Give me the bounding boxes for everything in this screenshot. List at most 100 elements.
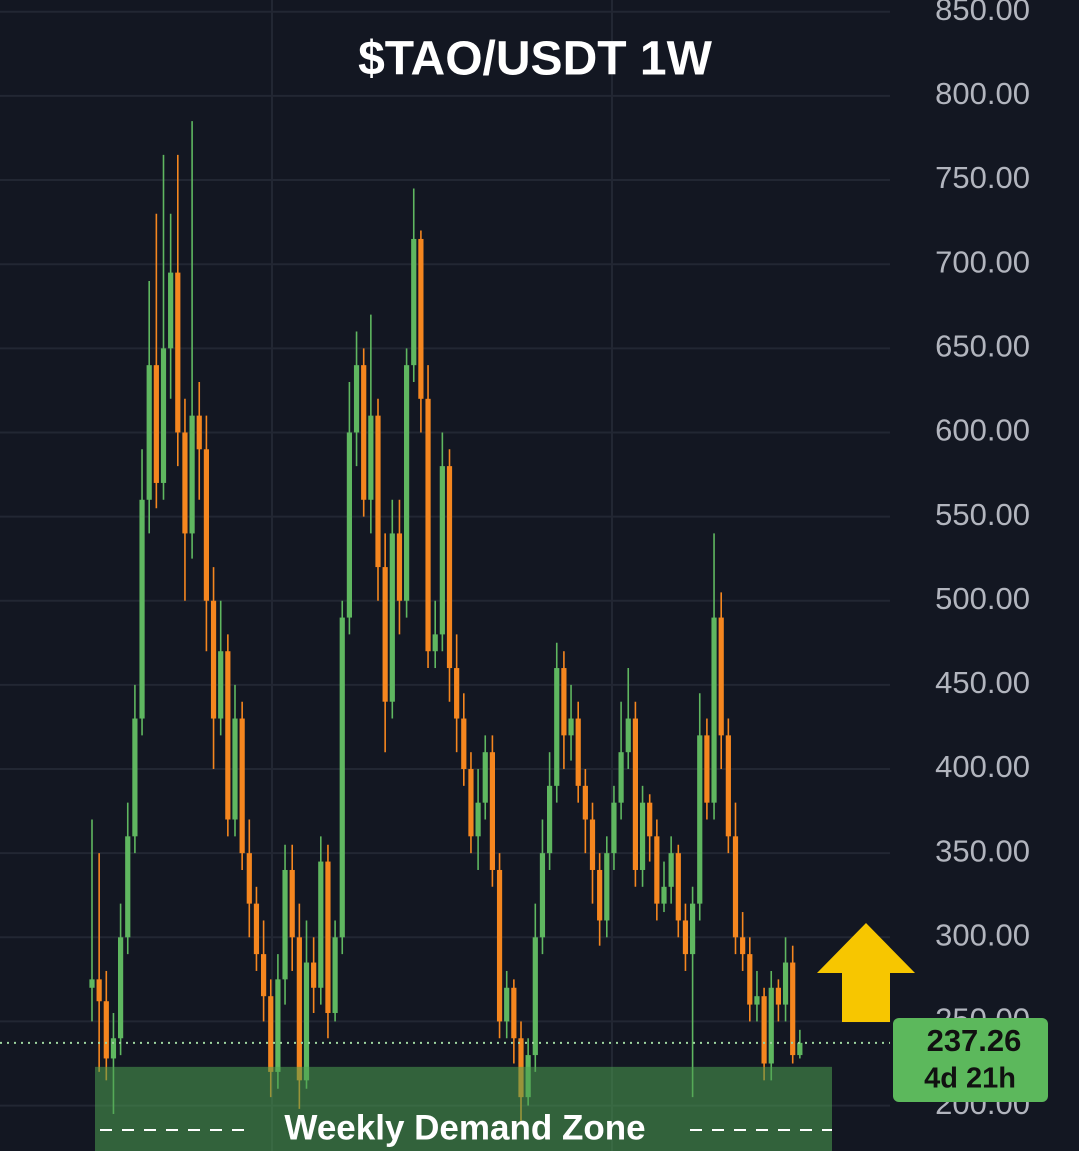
- candle-body: [718, 617, 724, 736]
- candle-body: [740, 937, 746, 955]
- candle-body: [396, 533, 403, 601]
- candle-body: [404, 365, 410, 601]
- candle-body: [661, 886, 667, 904]
- y-tick-label: 800.00: [935, 76, 1030, 111]
- candle-body: [611, 802, 617, 854]
- candle-body: [332, 937, 338, 1014]
- candle-body: [439, 466, 445, 635]
- candle-body: [153, 365, 159, 483]
- candle-body: [118, 937, 124, 1039]
- candle-body: [239, 718, 245, 854]
- candle-body: [318, 861, 324, 988]
- countdown-label: 4d 21h: [924, 1063, 1016, 1095]
- candle-body: [96, 979, 102, 1002]
- candle-body: [582, 785, 588, 820]
- candle-body: [625, 718, 631, 753]
- candle-body: [589, 819, 596, 870]
- candle-body: [775, 987, 781, 1005]
- candle-body: [146, 365, 152, 500]
- candle-body: [790, 962, 796, 1056]
- candle-body: [511, 987, 517, 1039]
- y-tick-label: 350.00: [935, 833, 1030, 868]
- candle-body: [561, 668, 567, 736]
- candle-body: [489, 752, 495, 870]
- price-label: 237.26: [927, 1023, 1022, 1058]
- candle-body: [768, 987, 774, 1064]
- y-tick-label: 400.00: [935, 749, 1030, 784]
- candle-body: [132, 718, 138, 837]
- candle-body: [411, 238, 417, 366]
- candle-body: [246, 853, 252, 904]
- candle-body: [747, 954, 753, 1005]
- demand-zone: [95, 1066, 832, 1151]
- candle-body: [539, 853, 546, 938]
- candle-body: [382, 567, 388, 702]
- candle-body: [704, 735, 710, 803]
- candle-body: [110, 1038, 117, 1059]
- candle-body: [275, 979, 281, 1072]
- candle-body: [418, 238, 424, 399]
- candle-body: [575, 718, 581, 786]
- candle-body: [139, 499, 145, 719]
- up-arrow: [817, 923, 915, 1022]
- candle-body: [125, 836, 131, 938]
- candle-body: [353, 365, 360, 433]
- candle-body: [303, 962, 310, 1081]
- y-tick-label: 600.00: [935, 413, 1030, 448]
- candle-body: [482, 752, 488, 803]
- candle-body: [346, 432, 352, 618]
- candle-body: [253, 903, 260, 955]
- candle-body: [361, 365, 367, 500]
- candle-body: [675, 853, 681, 921]
- candle-body: [682, 920, 689, 955]
- candle-body: [203, 449, 209, 601]
- candle-body: [89, 979, 95, 988]
- candle-body: [604, 853, 610, 921]
- candle-body: [196, 415, 202, 450]
- candle-body: [654, 836, 660, 904]
- candle-body: [432, 634, 438, 652]
- candles: [89, 121, 803, 1123]
- candle-body: [647, 802, 653, 837]
- candle-body: [103, 1001, 109, 1059]
- candle-body: [268, 996, 274, 1072]
- candle-body: [547, 785, 553, 854]
- candle-body: [168, 272, 174, 349]
- y-tick-label: 450.00: [935, 665, 1030, 700]
- candle-body: [375, 415, 381, 568]
- candle-body: [461, 718, 467, 770]
- y-tick-label: 850.00: [935, 0, 1030, 27]
- candle-body: [618, 752, 624, 803]
- candle-body: [182, 432, 188, 534]
- candle-body: [725, 735, 731, 837]
- candle-body: [732, 836, 739, 938]
- candle-body: [225, 651, 231, 820]
- candle-body: [261, 954, 267, 997]
- candle-body: [761, 996, 767, 1064]
- candle-body: [210, 600, 217, 719]
- candle-body: [504, 987, 510, 1022]
- candle-body: [454, 668, 460, 719]
- candle-body: [339, 617, 345, 938]
- candle-body: [697, 735, 703, 904]
- overlay: Weekly Demand Zone: [0, 1041, 890, 1151]
- candle-body: [389, 533, 395, 702]
- candle-body: [325, 861, 331, 1014]
- candle-body: [639, 802, 646, 870]
- y-tick-label: 500.00: [935, 581, 1030, 616]
- candle-body: [160, 348, 167, 483]
- y-tick-label: 700.00: [935, 244, 1030, 279]
- candle-body: [175, 272, 181, 433]
- candle-body: [311, 962, 317, 988]
- candle-body: [668, 853, 674, 887]
- candle-body: [496, 869, 503, 1022]
- candle-body: [289, 869, 295, 938]
- candle-body: [232, 718, 238, 820]
- candle-body: [468, 769, 474, 837]
- zone-label: Weekly Demand Zone: [284, 1108, 645, 1147]
- chart-title: $TAO/USDT 1W: [358, 33, 712, 86]
- candle-body: [797, 1042, 803, 1056]
